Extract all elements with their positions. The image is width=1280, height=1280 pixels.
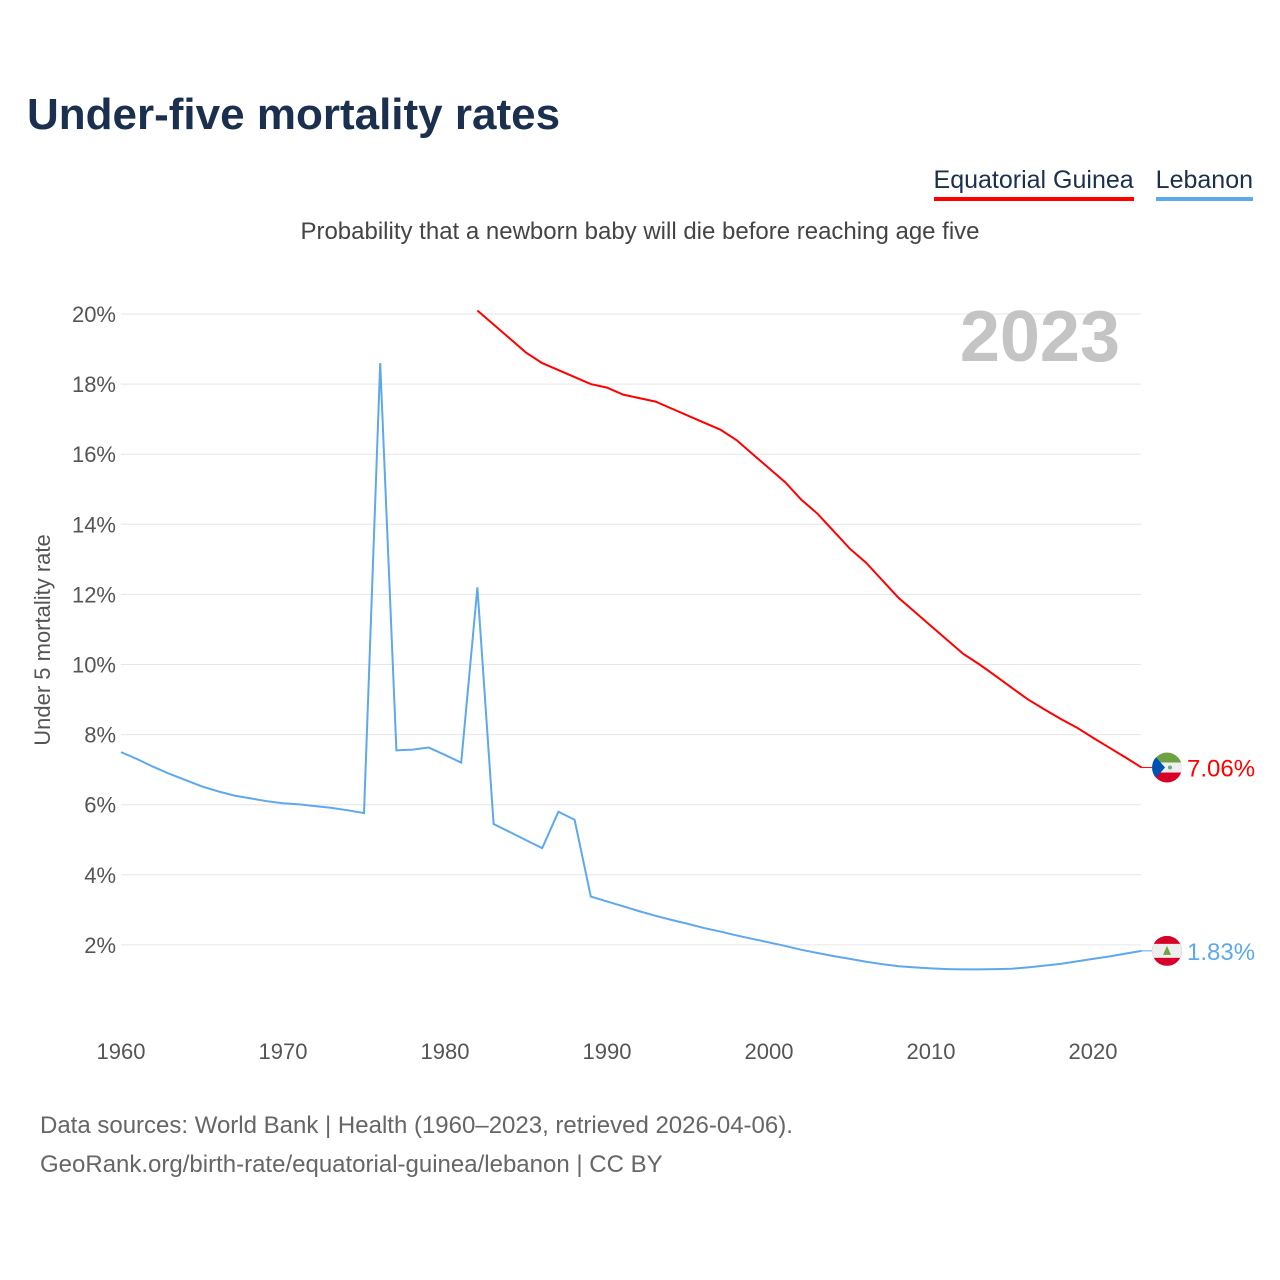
- y-axis-label: Under 5 mortality rate: [30, 534, 55, 746]
- flag-lebanon-icon: [1152, 935, 1182, 966]
- x-tick-label: 2010: [907, 1039, 956, 1064]
- end-value-label: 7.06%: [1187, 756, 1255, 783]
- x-tick-label: 1980: [421, 1039, 470, 1064]
- y-tick-label: 16%: [72, 442, 116, 467]
- x-tick-label: 2000: [745, 1039, 794, 1064]
- y-tick-label: 8%: [84, 723, 116, 748]
- y-tick-label: 6%: [84, 793, 116, 818]
- x-tick-label: 1970: [259, 1039, 308, 1064]
- series-line-1: [120, 363, 1142, 971]
- year-label: 2023: [960, 297, 1120, 377]
- footer: Data sources: World Bank | Health (1960–…: [40, 1106, 793, 1184]
- x-tick-label: 1960: [97, 1039, 146, 1064]
- y-tick-label: 2%: [84, 933, 116, 958]
- source-note: Data sources: World Bank | Health (1960–…: [40, 1112, 793, 1139]
- end-value-label: 1.83%: [1187, 939, 1255, 966]
- legend-lebanon[interactable]: Lebanon: [1155, 166, 1253, 201]
- legend: Equatorial Guinea Lebanon: [933, 166, 1253, 201]
- y-tick-label: 10%: [72, 653, 116, 678]
- x-tick-label: 1990: [583, 1039, 632, 1064]
- y-tick-label: 20%: [72, 302, 116, 327]
- chart-subtitle: Probability that a newborn baby will die…: [300, 218, 980, 245]
- source-link[interactable]: GeoRank.org/birth-rate/equatorial-guinea…: [40, 1151, 663, 1178]
- series-line-0: [476, 309, 1143, 769]
- y-tick-label: 18%: [72, 372, 116, 397]
- y-tick-label: 4%: [84, 863, 116, 888]
- page-title: Under-five mortality rates: [27, 90, 561, 139]
- legend-equatorial-guinea[interactable]: Equatorial Guinea: [933, 166, 1134, 201]
- y-tick-label: 12%: [72, 582, 116, 607]
- y-tick-label: 14%: [72, 512, 116, 537]
- x-tick-label: 2020: [1069, 1039, 1118, 1064]
- flag-equatorial-guinea-icon: [1152, 752, 1182, 783]
